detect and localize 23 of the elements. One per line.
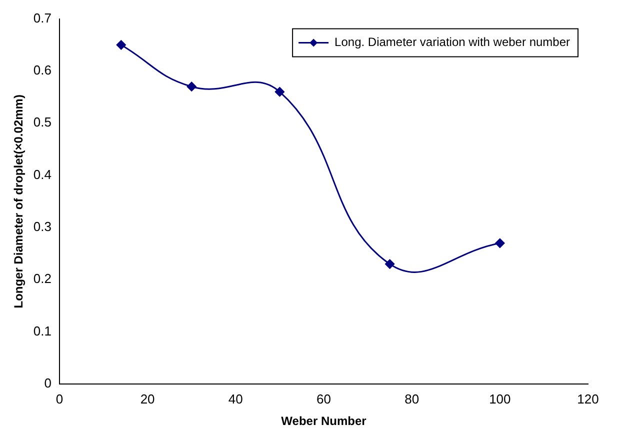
x-tick-label: 20 [140,391,155,406]
y-tick-label: 0.5 [33,114,52,130]
point [495,238,505,248]
x-tick-label: 40 [228,391,243,406]
point [186,82,196,92]
point [116,40,126,50]
x-tick-label: 80 [404,391,420,406]
y-tick-label: 0 [44,376,52,391]
x-tick-label: 0 [56,391,64,406]
x-axis-title: Weber Number [281,414,367,428]
legend-label: Long. Diameter variation with weber number [334,35,570,50]
x-tick-label: 120 [577,391,599,406]
x-tick-label: 60 [316,391,331,406]
y-tick-label: 0.6 [33,62,52,78]
x-tick-label: 100 [489,391,511,406]
y-tick-label: 0.4 [33,166,52,182]
point [385,259,395,269]
y-tick-label: 0.3 [33,219,52,234]
y-tick-label: 0.7 [33,10,52,26]
y-axis-title: Longer Diameter of droplet(×0.02mm) [12,94,26,308]
y-tick-label: 0.1 [33,323,52,338]
point [274,87,284,97]
y-tick-label: 0.2 [33,271,52,286]
